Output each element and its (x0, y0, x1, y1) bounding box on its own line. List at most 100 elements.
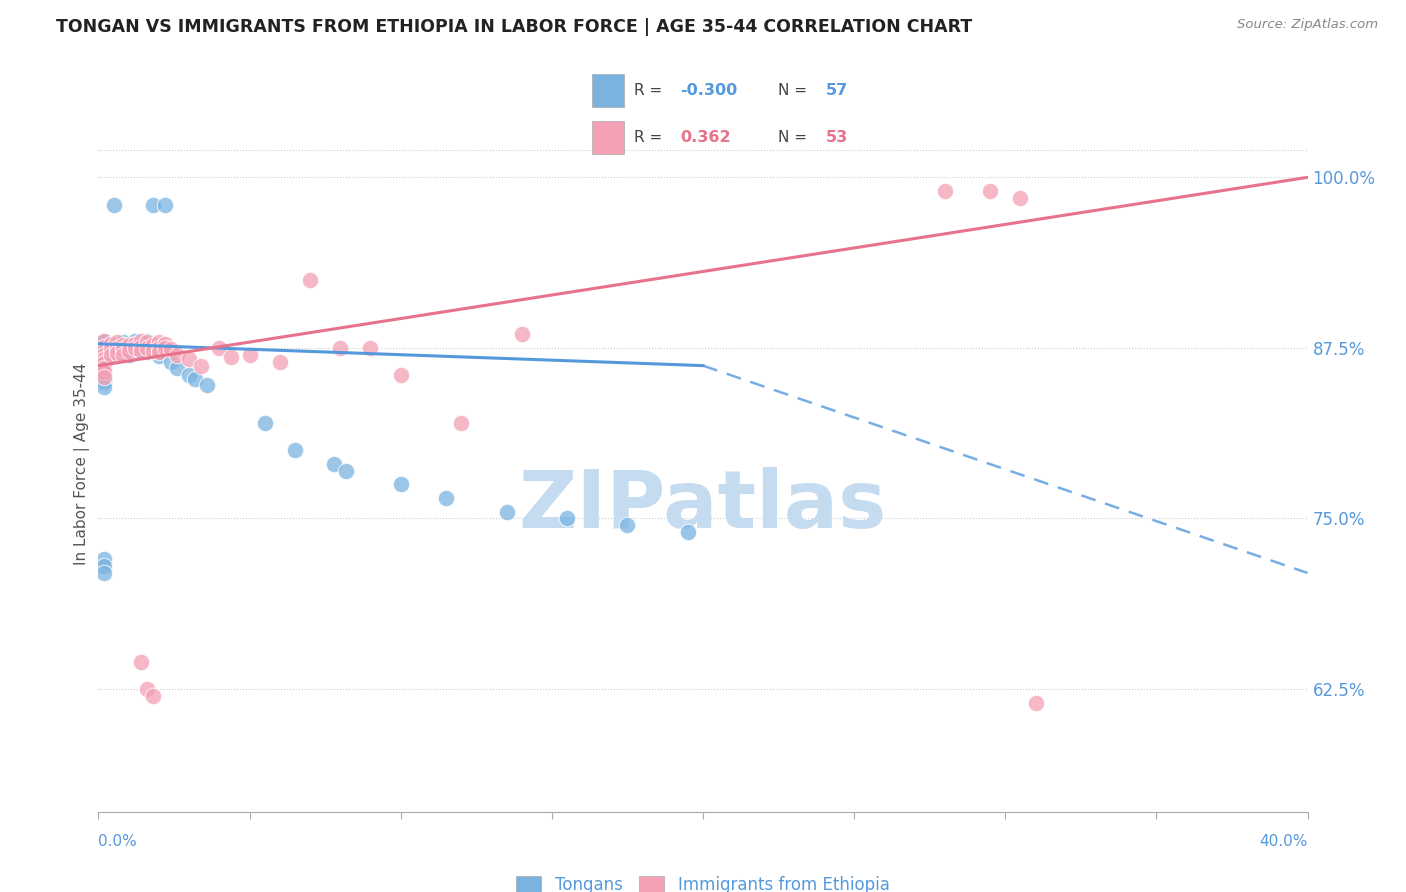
Legend: Tongans, Immigrants from Ethiopia: Tongans, Immigrants from Ethiopia (516, 876, 890, 892)
Point (93, 334, 115, 348)
Point (118, 339, 141, 353)
Point (93, 366, 115, 380)
Point (93, 369, 115, 384)
Point (93, 559, 115, 574)
Point (221, 351, 243, 365)
Point (124, 343, 146, 358)
Point (135, 681, 157, 696)
Point (434, 491, 457, 505)
Point (129, 334, 152, 348)
Point (100, 348, 122, 362)
Point (105, 346, 128, 360)
Point (153, 197, 176, 211)
Point (111, 343, 134, 357)
Point (93, 343, 115, 358)
Point (118, 343, 141, 358)
Point (166, 361, 188, 376)
Point (105, 343, 128, 358)
Point (93, 351, 115, 366)
Point (495, 505, 517, 519)
Point (299, 273, 322, 287)
Point (111, 348, 134, 362)
Point (93, 351, 115, 366)
Point (93, 566, 115, 580)
Point (100, 336, 122, 351)
Point (93, 552, 115, 566)
Point (135, 335, 157, 350)
Text: 40.0%: 40.0% (1260, 834, 1308, 849)
Text: Source: ZipAtlas.com: Source: ZipAtlas.com (1237, 18, 1378, 31)
Point (100, 343, 122, 357)
Point (129, 338, 152, 352)
Point (124, 339, 146, 353)
Point (111, 335, 134, 350)
Point (153, 341, 176, 355)
Point (160, 343, 183, 357)
Point (129, 655, 152, 669)
Text: 53: 53 (827, 130, 848, 145)
Text: TONGAN VS IMMIGRANTS FROM ETHIOPIA IN LABOR FORCE | AGE 35-44 CORRELATION CHART: TONGAN VS IMMIGRANTS FROM ETHIOPIA IN LA… (56, 18, 973, 36)
Point (179, 351, 201, 366)
Point (934, 184, 956, 198)
Point (129, 343, 152, 358)
Point (93, 356, 115, 370)
Point (335, 464, 357, 478)
Point (93, 361, 115, 376)
Point (1010, 191, 1032, 205)
Point (100, 351, 122, 365)
Point (93, 348, 115, 362)
Point (105, 341, 128, 355)
Point (142, 197, 165, 211)
Point (253, 416, 276, 430)
Point (148, 341, 170, 355)
Point (118, 343, 141, 358)
Point (93, 380, 115, 394)
Text: -0.300: -0.300 (681, 83, 738, 97)
Point (93, 361, 115, 376)
Point (135, 341, 157, 355)
Point (93, 348, 115, 362)
Text: N =: N = (778, 83, 811, 97)
Point (179, 368, 201, 383)
Point (555, 511, 578, 525)
Point (124, 334, 146, 348)
Point (616, 518, 638, 533)
Point (148, 345, 170, 359)
Point (323, 457, 346, 471)
Point (269, 354, 291, 368)
Text: 57: 57 (827, 83, 848, 97)
Point (329, 341, 352, 355)
Point (142, 338, 165, 352)
Point (510, 327, 533, 342)
Point (195, 377, 218, 392)
Text: 0.0%: 0.0% (98, 834, 138, 849)
Point (124, 336, 146, 351)
Text: R =: R = (634, 130, 666, 145)
Text: R =: R = (634, 83, 666, 97)
Point (105, 335, 128, 350)
Point (93, 364, 115, 378)
Point (93, 339, 115, 353)
Point (676, 524, 699, 539)
Point (111, 339, 134, 353)
Point (450, 416, 472, 430)
Text: N =: N = (778, 130, 811, 145)
Point (142, 343, 165, 358)
Point (148, 349, 170, 363)
Point (93, 356, 115, 370)
Point (148, 345, 170, 359)
Point (1024, 696, 1046, 710)
Point (284, 443, 307, 458)
Point (389, 477, 412, 491)
Point (360, 341, 382, 355)
Point (135, 334, 157, 348)
Bar (592, 74, 624, 106)
Point (129, 343, 152, 358)
Point (135, 345, 157, 359)
Point (103, 197, 125, 211)
Point (93, 369, 115, 384)
Point (105, 338, 128, 352)
Point (100, 341, 122, 355)
Point (148, 335, 170, 350)
Point (118, 348, 141, 362)
